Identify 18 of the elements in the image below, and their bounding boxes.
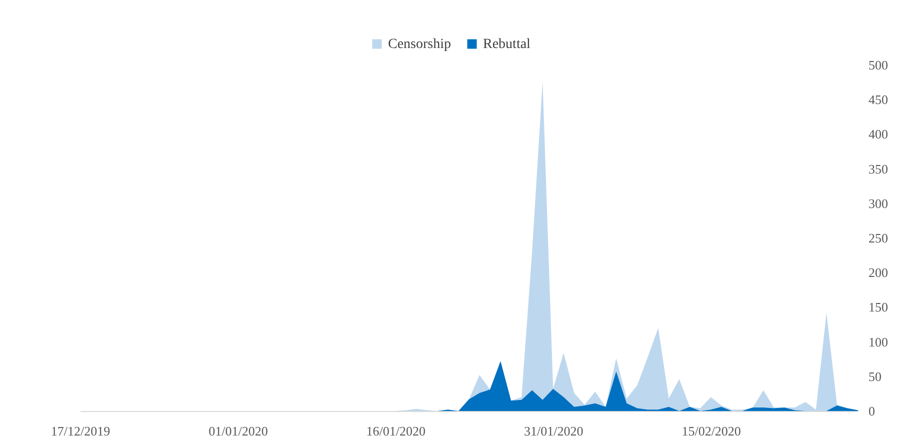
legend-label: Censorship [388,37,451,52]
y-tick-label: 500 [868,58,888,72]
y-tick-label: 400 [868,126,888,142]
x-tick-label: 17/12/2019 [50,424,110,438]
y-tick-label: 300 [868,196,888,211]
y-tick-label: 150 [868,300,888,315]
legend-label: Rebuttal [483,37,531,52]
x-tick-label: 31/01/2020 [524,424,584,438]
y-tick-label: 50 [868,368,882,384]
y-tick-label: 250 [868,230,888,246]
y-tick-label: 200 [868,265,888,280]
x-tick-label: 16/01/2020 [366,424,426,438]
x-tick-label: 01/01/2020 [208,424,268,438]
y-tick-label: 450 [868,92,888,108]
y-tick-label: 0 [868,404,875,418]
y-tick-label: 350 [868,161,888,176]
y-tick-label: 100 [868,334,888,350]
x-tick-label: 15/02/2020 [682,424,741,438]
